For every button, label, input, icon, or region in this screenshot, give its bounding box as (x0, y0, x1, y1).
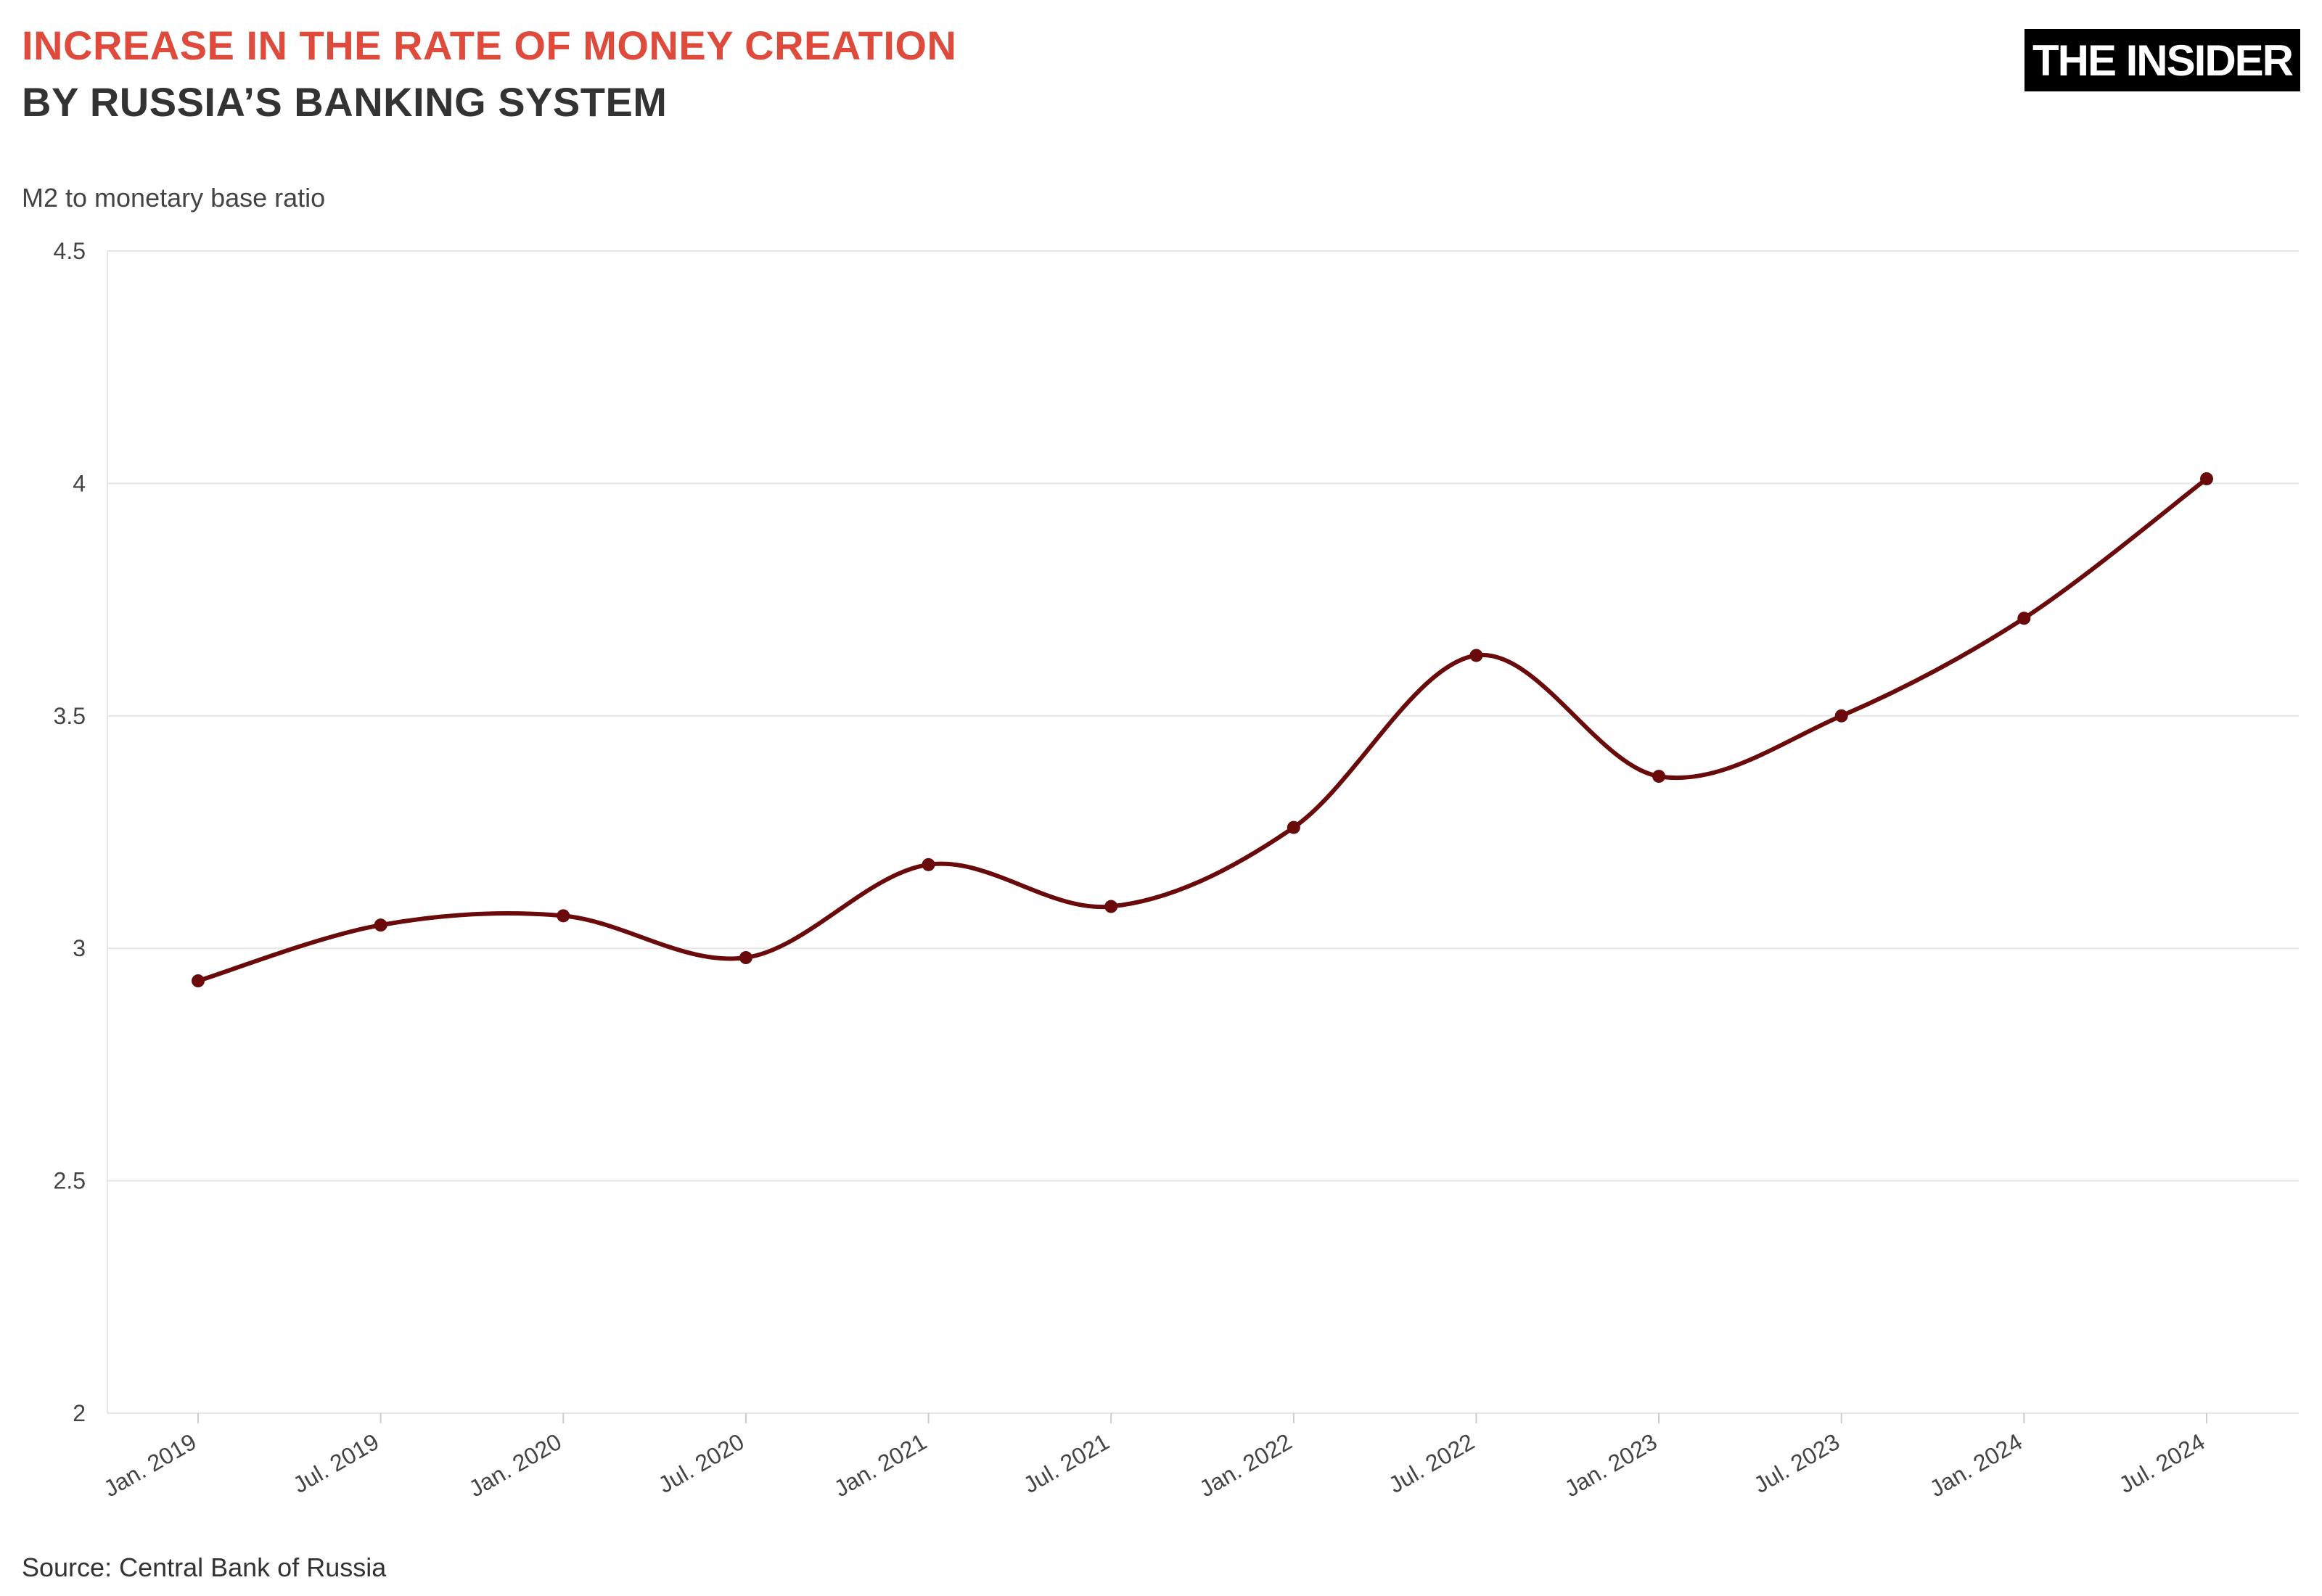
y-tick-label: 3.5 (54, 703, 86, 729)
x-tick-label: Jan. 2021 (829, 1428, 931, 1502)
series-markers (192, 472, 2213, 988)
x-tick-label: Jul. 2021 (1019, 1428, 1113, 1498)
data-point (1104, 900, 1118, 913)
logo-text: THE INSIDER (2032, 36, 2294, 85)
x-tick-label: Jul. 2019 (289, 1428, 383, 1498)
x-tick-label: Jan. 2019 (99, 1428, 201, 1502)
y-tick-label: 4 (73, 470, 86, 496)
data-point (1469, 649, 1483, 662)
x-tick-label: Jul. 2024 (2114, 1428, 2209, 1498)
x-tick-label: Jul. 2020 (654, 1428, 748, 1498)
source-note: Source: Central Bank of Russia (22, 1552, 387, 1582)
data-point (1652, 770, 1666, 783)
x-tick-label: Jan. 2022 (1195, 1428, 1297, 1502)
data-point (2017, 612, 2031, 625)
y-tick-label: 2 (73, 1400, 86, 1426)
gridlines (107, 250, 2299, 1414)
chart-title: INCREASE IN THE RATE OF MONEY CREATION (22, 22, 957, 68)
y-tick-label: 3 (73, 935, 86, 961)
data-point (1287, 820, 1300, 834)
x-tick-label: Jan. 2024 (1925, 1428, 2027, 1502)
data-point (2200, 472, 2213, 485)
axes: 2 2.5 3 3.5 4 4.5 Jan. 2019 Jul. 2019 Jan. 2020 J… (54, 238, 2210, 1502)
data-point (922, 857, 935, 871)
data-point (739, 951, 752, 965)
x-tick-label: Jul. 2022 (1384, 1428, 1478, 1498)
y-tick-label: 2.5 (54, 1168, 86, 1194)
y-axis-label: M2 to monetary base ratio (22, 183, 326, 213)
data-point (374, 918, 387, 932)
publisher-logo: THE INSIDER (2024, 29, 2300, 91)
x-tick-label: Jul. 2023 (1749, 1428, 1844, 1498)
data-point (192, 974, 205, 988)
series-line (196, 476, 2209, 984)
data-point (557, 909, 570, 923)
x-tick-label: Jan. 2020 (464, 1428, 566, 1502)
y-tick-label: 4.5 (54, 238, 86, 264)
series-path (196, 476, 2209, 984)
data-point (1834, 709, 1848, 723)
chart-subtitle: BY RUSSIA’S BANKING SYSTEM (22, 79, 668, 125)
x-tick-label: Jan. 2023 (1560, 1428, 1662, 1502)
